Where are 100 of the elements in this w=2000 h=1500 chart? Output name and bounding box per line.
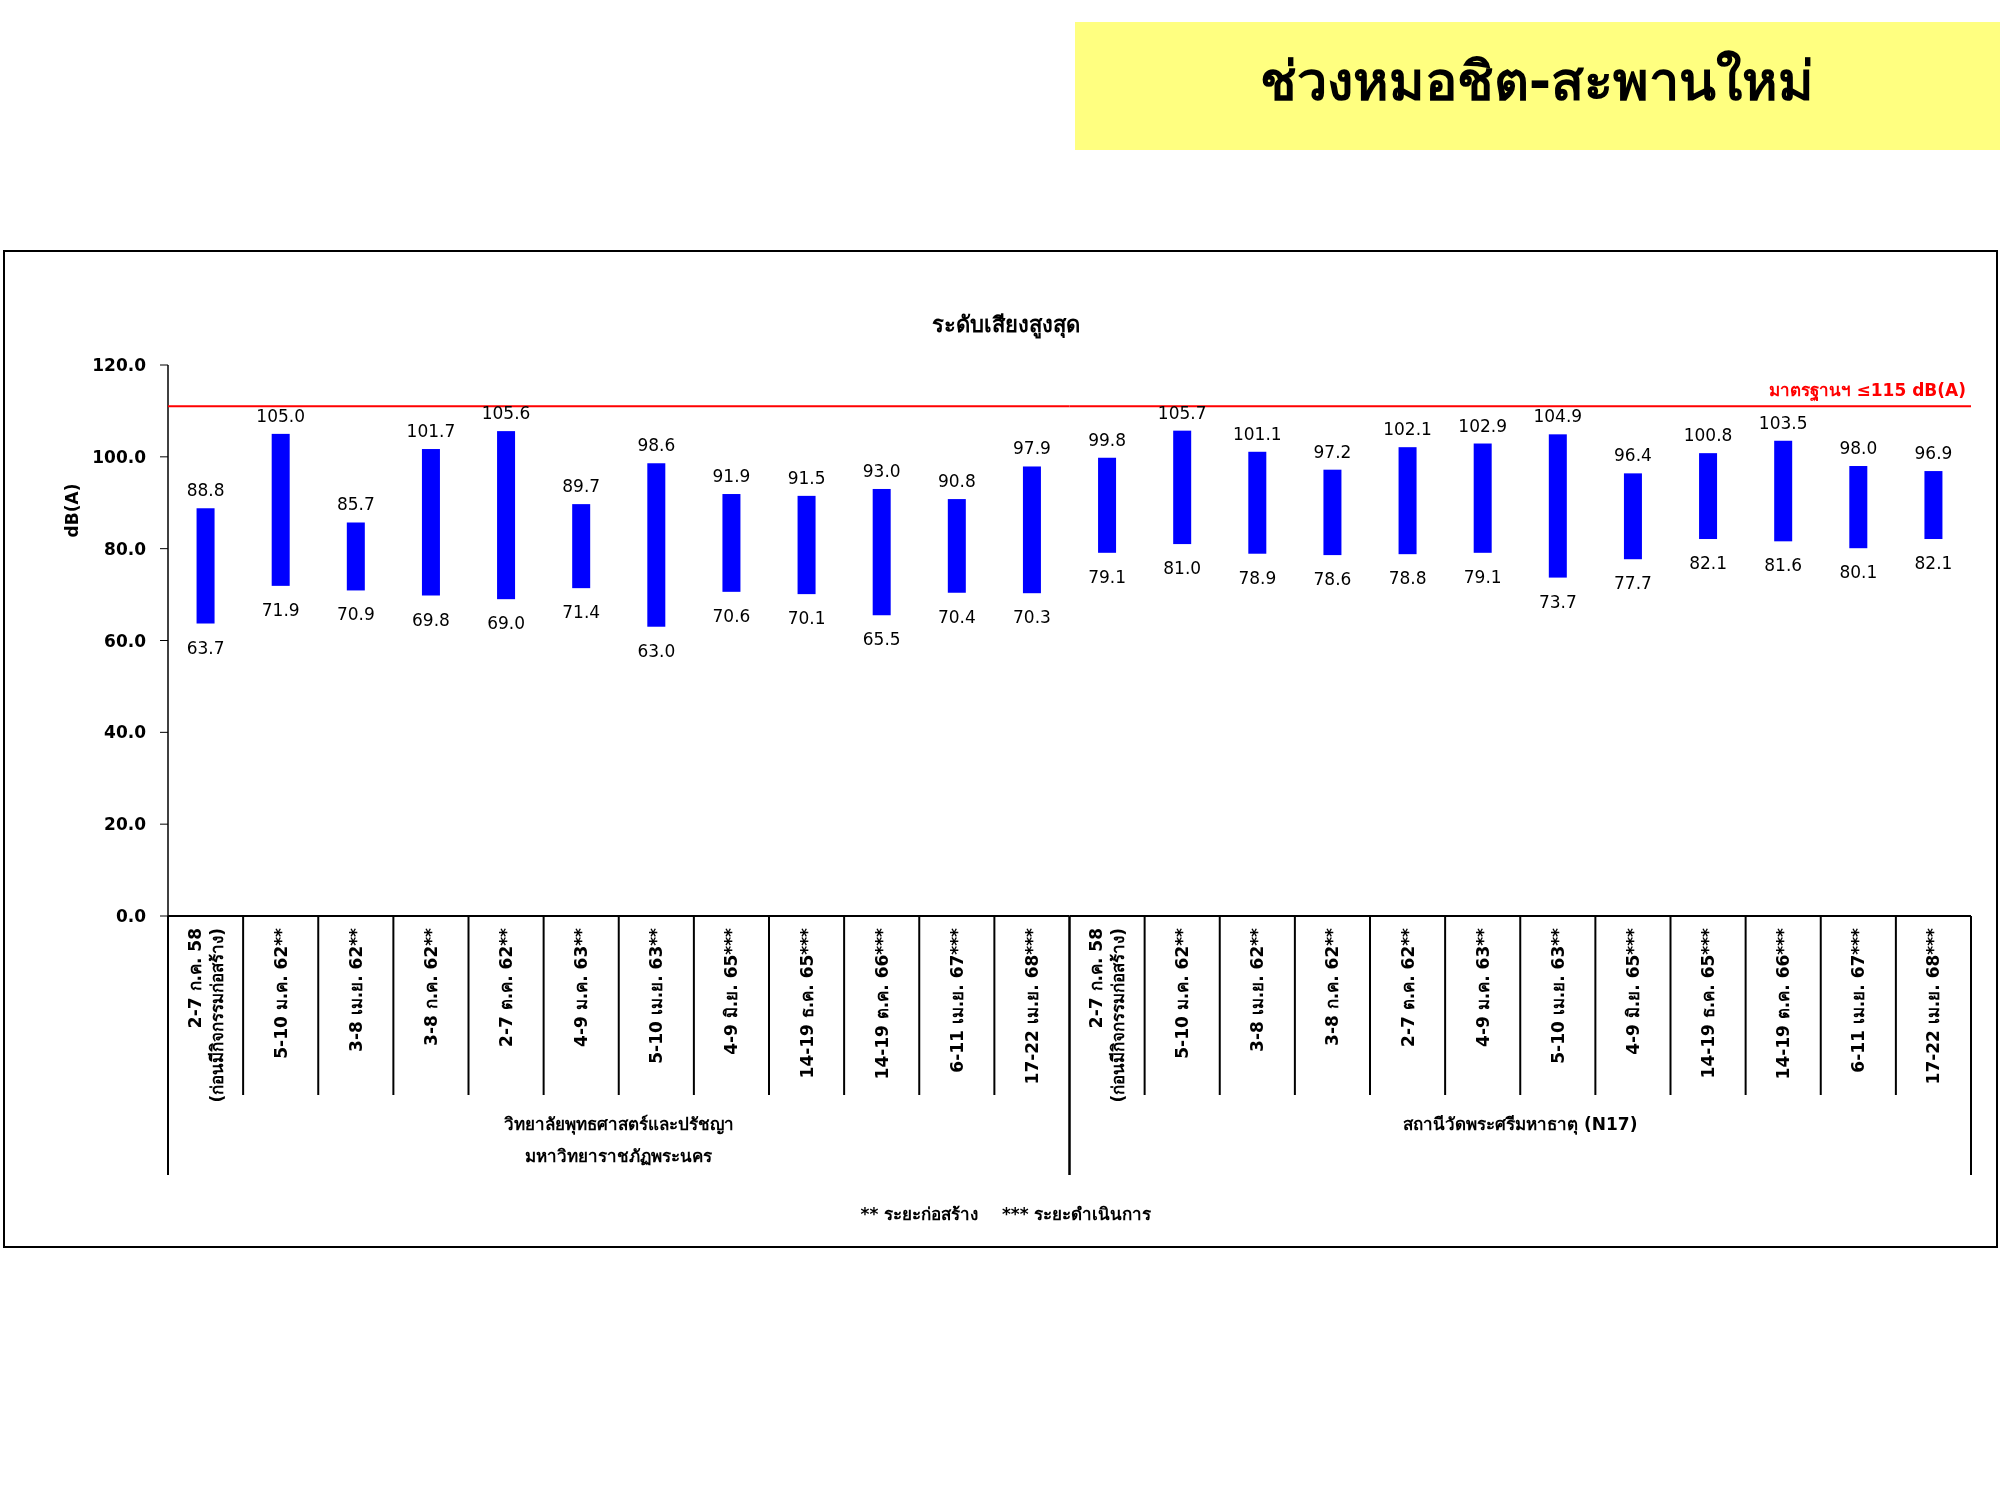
annotation: 79.1 [1463, 566, 1502, 587]
y-tick-label: 20.0 [104, 814, 147, 835]
chart-title: ช่วงหมอชิต-สะพานใหม่ [1259, 50, 1815, 113]
bar [572, 504, 591, 589]
x-tick-label: 14-19 ต.ค. 66*** [871, 927, 892, 1080]
x-tick-label: 2-7 ต.ค. 62** [496, 927, 517, 1047]
x-tick-label: 2-7 ต.ค. 62** [1397, 927, 1418, 1047]
x-tick-label: 6-11 เม.ย. 67*** [946, 927, 967, 1073]
y-tick-label: 0.0 [115, 906, 147, 926]
bar [1173, 430, 1192, 545]
data-label: 100.8 [1683, 425, 1733, 446]
bar [1398, 447, 1417, 555]
data-label: 105.7 [1157, 402, 1207, 423]
annotation: 69.8 [412, 609, 450, 630]
bar [497, 431, 516, 600]
bar [1548, 434, 1567, 578]
data-label: 102.9 [1458, 415, 1508, 436]
chart-subtitle: ระดับเสียงสูงสุด [932, 312, 1080, 339]
bar [947, 499, 966, 593]
annotation: 82.1 [1689, 553, 1727, 574]
text: วิทยาลัยพุทธศาสตร์และปรัชญา มหาวิทยาราชภัฏพระนคร [503, 1114, 734, 1166]
annotation: 73.7 [1538, 591, 1577, 612]
x-tick-label: 4-9 มิ.ย. 65*** [721, 927, 742, 1055]
x-tick-label: 2-7 ก.ค. 58 (ก่อนมีกิจกรรมก่อสร้าง) [184, 928, 227, 1103]
x-tick-label: 5-10 ม.ค. 62** [270, 927, 291, 1059]
x-tick-label: 3-8 ก.ค. 62** [420, 927, 441, 1046]
data-label: 103.5 [1758, 412, 1808, 433]
x-tick-label: 3-8 เม.ย. 62** [1247, 927, 1268, 1052]
y-axis-title: dB(A) [62, 483, 82, 538]
annotation: 69.0 [487, 613, 525, 634]
bar [647, 463, 666, 627]
y-tick-label: 40.0 [104, 722, 147, 743]
annotation: 63.0 [637, 640, 676, 661]
annotation: 78.8 [1388, 568, 1427, 589]
text: สถานีวัดพระศรีมหาธาตุ (N17) [1403, 1114, 1638, 1135]
bar [421, 449, 440, 596]
bar [196, 508, 215, 624]
y-tick-label: 100.0 [92, 446, 147, 467]
x-tick-label: 17-22 เม.ย. 68*** [1923, 927, 1944, 1085]
x-tick-label: 14-19 ธ.ค. 65*** [1698, 927, 1719, 1079]
x-tick-label: 6-11 เม.ย. 67*** [1848, 927, 1869, 1073]
data-label: 101.1 [1232, 423, 1282, 444]
bar [872, 488, 891, 616]
x-tick-label: 17-22 เม.ย. 68*** [1021, 927, 1042, 1085]
data-label: 93.0 [862, 460, 901, 481]
data-label: 102.1 [1383, 419, 1432, 440]
bar [1473, 443, 1492, 553]
annotation: 70.4 [937, 606, 976, 627]
x-tick-label: 3-8 เม.ย. 62** [345, 927, 366, 1052]
bar [1774, 440, 1793, 542]
ref-line-label: มาตรฐานฯ ≤115 dB(A) [1768, 380, 1966, 403]
annotation: 79.1 [1088, 566, 1126, 587]
data-label: 91.5 [787, 467, 826, 488]
x-tick-label: 3-8 ก.ค. 62** [1322, 927, 1343, 1046]
data-label: 91.9 [712, 466, 751, 487]
data-label: 101.7 [406, 421, 456, 442]
annotation: 70.6 [712, 605, 751, 626]
bar [1022, 466, 1041, 594]
bar [1623, 473, 1642, 560]
bar [722, 494, 741, 592]
bar [1323, 469, 1342, 556]
annotation: 70.3 [1013, 607, 1051, 628]
x-tick-label: 5-10 เม.ย. 63** [646, 927, 667, 1064]
data-label: 88.8 [186, 480, 225, 501]
annotation: 81.6 [1764, 555, 1803, 576]
annotation: 65.5 [862, 629, 901, 650]
annotation: 80.1 [1839, 562, 1878, 583]
text: ** ระยะก่อสร้าง *** ระยะดำเนินการ [860, 1204, 1153, 1224]
annotation: 71.4 [562, 602, 601, 623]
annotation: 70.9 [336, 604, 375, 625]
data-label: 99.8 [1088, 429, 1126, 450]
data-label: 104.9 [1533, 406, 1583, 427]
data-label: 96.4 [1614, 445, 1652, 466]
bar [1849, 466, 1868, 549]
x-tick-label: 4-9 มิ.ย. 65*** [1622, 927, 1643, 1055]
data-label: 98.0 [1839, 438, 1878, 459]
x-tick-label: 14-19 ต.ค. 66*** [1773, 927, 1794, 1080]
y-tick-label: 80.0 [104, 538, 147, 559]
data-label: 97.9 [1013, 438, 1051, 459]
annotation: 78.9 [1238, 567, 1277, 588]
x-tick-label: 2-7 ก.ค. 58 (ก่อนมีกิจกรรมก่อสร้าง) [1086, 928, 1129, 1103]
bar [1248, 451, 1267, 554]
data-label: 90.8 [937, 471, 976, 492]
x-tick-label: 5-10 ม.ค. 62** [1172, 927, 1193, 1059]
annotation: 78.6 [1313, 569, 1352, 590]
bar [797, 495, 816, 595]
x-tick-label: 4-9 ม.ค. 63** [1472, 927, 1493, 1047]
annotation: 63.7 [186, 637, 225, 658]
data-label: 105.0 [256, 405, 306, 426]
data-label: 97.2 [1313, 441, 1352, 462]
x-tick-label: 14-19 ธ.ค. 65*** [796, 927, 817, 1079]
x-tick-label: 4-9 ม.ค. 63** [571, 927, 592, 1047]
data-label: 85.7 [336, 494, 375, 515]
bar [271, 433, 290, 586]
annotation: 71.9 [261, 599, 300, 620]
annotation: 70.1 [787, 608, 826, 629]
data-label: 89.7 [562, 476, 601, 497]
data-label: 98.6 [637, 435, 676, 456]
bar [346, 522, 365, 591]
x-tick-label: 5-10 เม.ย. 63** [1547, 927, 1568, 1064]
